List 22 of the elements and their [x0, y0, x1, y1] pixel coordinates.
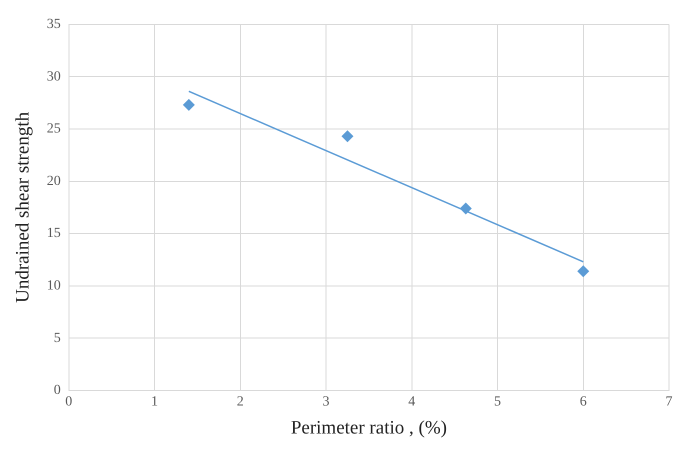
- point: [577, 265, 590, 278]
- y-tick-label: 5: [54, 330, 61, 346]
- point: [341, 130, 354, 142]
- y-tick-label: 35: [46, 17, 61, 32]
- x-axis-title: Perimeter ratio , (%): [290, 418, 447, 439]
- x-tick-label: 6: [580, 394, 587, 410]
- y-tick-label: 30: [46, 69, 61, 84]
- y-tick-label: 20: [46, 174, 61, 189]
- x-tick-label: 2: [236, 394, 244, 410]
- y-tick-label: 10: [46, 278, 61, 294]
- point: [182, 98, 195, 111]
- y-tick-label: 25: [46, 122, 61, 137]
- x-tick-label: 0: [65, 394, 72, 410]
- x-tick-label: 1: [151, 394, 158, 410]
- x-tick-label: 4: [408, 394, 416, 410]
- y-tick-label: 15: [46, 226, 61, 242]
- x-tick-label: 5: [494, 394, 502, 410]
- y-tick-label: 0: [54, 383, 61, 398]
- x-tick-label: 7: [666, 394, 672, 410]
- y-axis-title: Undrained shear strength: [12, 111, 34, 303]
- point: [460, 202, 472, 214]
- x-tick-label: 3: [322, 394, 330, 410]
